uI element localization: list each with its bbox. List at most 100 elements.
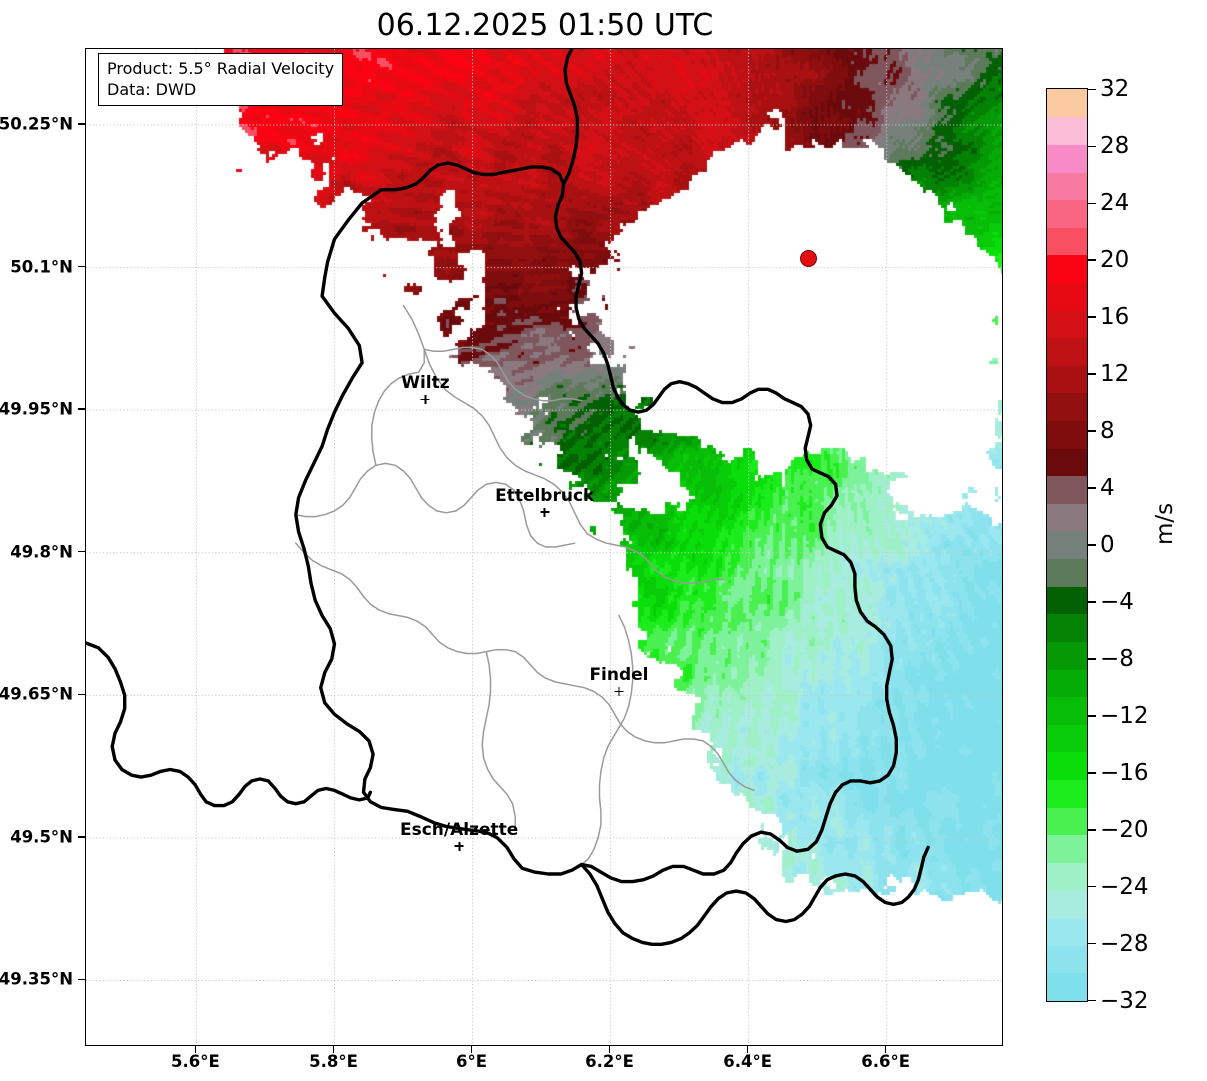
- colorbar-tick-mark-11: [1088, 715, 1096, 717]
- x-axis-tick-mark-2: [470, 1046, 473, 1053]
- x-axis-tick-mark-3: [608, 1046, 611, 1053]
- colorbar-band--28: [1047, 917, 1087, 946]
- colorbar-band-26: [1047, 171, 1087, 201]
- y-axis-tick-label-2: 49.95°N: [0, 399, 73, 419]
- data-source-line: Data: DWD: [107, 80, 197, 100]
- product-line: Product: 5.5° Radial Velocity: [107, 59, 335, 78]
- colorbar-band-18: [1047, 282, 1087, 311]
- x-axis-tick-label-4: 6.4°E: [723, 1052, 772, 1071]
- admin-boundary-4: [481, 650, 517, 832]
- colorbar-band-16: [1047, 309, 1087, 339]
- colorbar-band--12: [1047, 696, 1087, 725]
- southeastern-border: [579, 845, 930, 946]
- y-axis-tick-mark-0: [78, 123, 85, 125]
- country-borders: [86, 49, 930, 946]
- y-axis-tick-label-6: 49.35°N: [0, 969, 73, 989]
- colorbar-tick-mark-15: [1088, 942, 1096, 945]
- administrative-borders: [295, 304, 755, 866]
- colorbar-band--2: [1047, 558, 1087, 587]
- colorbar-tick-label-4: 16: [1100, 304, 1130, 331]
- colorbar-tick-label-11: −12: [1100, 702, 1149, 729]
- x-axis-tick-mark-4: [746, 1046, 749, 1053]
- x-axis-tick-label-1: 5.8°E: [309, 1052, 358, 1071]
- colorbar-band-0: [1047, 530, 1087, 560]
- colorbar-tick-mark-3: [1088, 259, 1096, 262]
- x-axis-tick-label-5: 6.6°E: [861, 1052, 911, 1071]
- luxembourg-border: [294, 161, 898, 884]
- colorbar-tick-label-10: −8: [1100, 645, 1134, 672]
- map-gridlines: [86, 49, 1002, 1045]
- colorbar-tick-label-12: −16: [1100, 759, 1149, 786]
- colorbar-tick-label-13: −20: [1100, 816, 1149, 843]
- page-title: 06.12.2025 01:50 UTC: [376, 8, 714, 43]
- colorbar-band-30: [1047, 116, 1087, 145]
- y-axis-tick-mark-3: [78, 551, 85, 553]
- colorbar-band-28: [1047, 144, 1087, 173]
- colorbar-band-12: [1047, 365, 1087, 394]
- colorbar-tick-label-9: −4: [1100, 588, 1134, 615]
- y-axis-tick-label-4: 49.65°N: [0, 684, 73, 704]
- colorbar-band-10: [1047, 392, 1087, 422]
- colorbar-tick-mark-8: [1088, 544, 1096, 546]
- colorbar-band--18: [1047, 779, 1087, 808]
- colorbar-tick-label-2: 24: [1100, 190, 1130, 217]
- colorbar-tick-mark-12: [1088, 772, 1096, 774]
- colorbar-tick-label-7: 4: [1100, 475, 1115, 502]
- map-plot-area[interactable]: Wiltz Ettelbruck Findel Esch/Alzette: [85, 48, 1003, 1046]
- colorbar-tick-label-14: −24: [1100, 873, 1149, 900]
- y-axis-tick-mark-6: [78, 978, 85, 981]
- colorbar-tick-mark-1: [1088, 145, 1096, 148]
- colorbar[interactable]: [1046, 88, 1088, 1002]
- product-info-box: Product: 5.5° Radial Velocity Data: DWD: [98, 53, 344, 107]
- admin-boundary-5: [580, 614, 634, 866]
- y-axis-tick-mark-1: [78, 265, 85, 268]
- colorbar-tick-label-3: 20: [1100, 247, 1130, 274]
- colorbar-band-6: [1047, 447, 1087, 477]
- colorbar-band--10: [1047, 668, 1087, 698]
- colorbar-band--8: [1047, 641, 1087, 670]
- colorbar-band--6: [1047, 613, 1087, 642]
- y-axis-tick-label-3: 49.8°N: [10, 542, 73, 562]
- colorbar-band-4: [1047, 475, 1087, 504]
- colorbar-tick-label-0: 32: [1100, 76, 1130, 103]
- colorbar-band-2: [1047, 503, 1087, 532]
- colorbar-band--22: [1047, 834, 1087, 863]
- y-axis-tick-label-5: 49.5°N: [10, 827, 73, 847]
- admin-boundary-3: [295, 542, 755, 792]
- x-axis-tick-mark-0: [194, 1046, 197, 1053]
- colorbar-band--4: [1047, 586, 1087, 615]
- admin-boundary-7: [371, 348, 425, 467]
- colorbar-band-22: [1047, 227, 1087, 256]
- colorbar-tick-mark-5: [1088, 373, 1096, 375]
- colorbar-band-8: [1047, 420, 1087, 449]
- colorbar-tick-label-1: 28: [1100, 133, 1130, 160]
- colorbar-band--30: [1047, 944, 1087, 974]
- y-axis-tick-label-0: 50.25°N: [0, 114, 73, 134]
- colorbar-tick-label-6: 8: [1100, 418, 1115, 445]
- colorbar-tick-mark-7: [1088, 487, 1096, 489]
- colorbar-band--14: [1047, 724, 1087, 753]
- colorbar-tick-mark-13: [1088, 828, 1096, 831]
- colorbar-band--16: [1047, 751, 1087, 780]
- colorbar-tick-mark-9: [1088, 601, 1096, 603]
- x-axis-tick-mark-5: [884, 1046, 887, 1053]
- western-border: [86, 641, 373, 808]
- colorbar-unit-label: m/s: [1152, 502, 1178, 545]
- colorbar-tick-mark-14: [1088, 885, 1096, 888]
- colorbar-tick-label-5: 12: [1100, 361, 1130, 388]
- colorbar-band--32: [1047, 972, 1087, 1001]
- colorbar-band-24: [1047, 199, 1087, 228]
- y-axis-tick-label-1: 50.1°N: [10, 257, 73, 277]
- colorbar-tick-mark-2: [1088, 202, 1096, 205]
- admin-boundary-1: [402, 304, 725, 584]
- colorbar-band--20: [1047, 806, 1087, 836]
- map-vector-overlay: [86, 49, 1002, 1045]
- x-axis-tick-label-3: 6.2°E: [585, 1052, 634, 1071]
- colorbar-tick-label-16: −32: [1100, 987, 1149, 1014]
- colorbar-tick-mark-10: [1088, 658, 1096, 660]
- x-axis-tick-label-0: 5.6°E: [171, 1052, 220, 1071]
- colorbar-tick-label-15: −28: [1100, 930, 1149, 957]
- y-axis-tick-mark-5: [78, 836, 85, 838]
- colorbar-tick-mark-16: [1088, 999, 1096, 1002]
